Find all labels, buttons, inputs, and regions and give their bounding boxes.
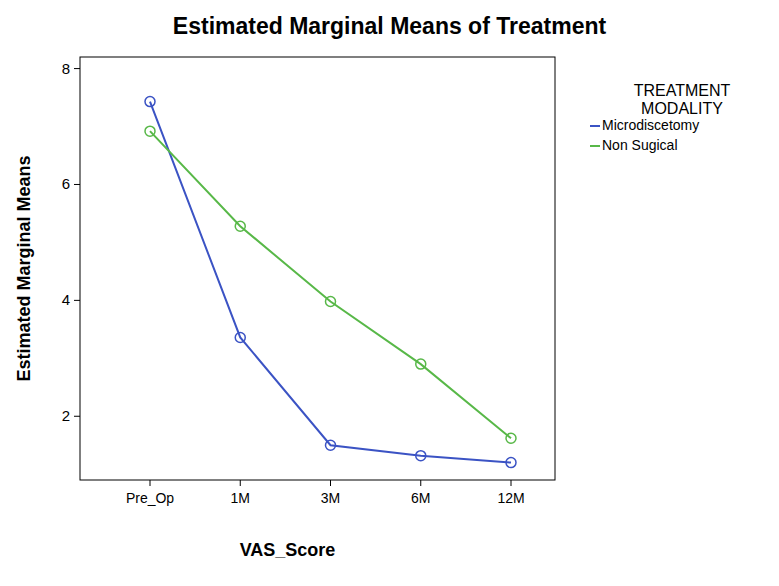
- legend-swatch: [590, 125, 600, 127]
- x-tick: [511, 480, 512, 486]
- x-tick-label: 3M: [321, 490, 340, 506]
- title: Estimated Marginal Means of Treatment: [173, 13, 607, 39]
- y-tick: [74, 68, 80, 69]
- x-tick: [150, 480, 151, 486]
- legend-label: Non Sugical: [602, 137, 678, 153]
- x-axis-label: VAS_Score: [240, 540, 336, 560]
- marker: [326, 440, 336, 450]
- y-axis-label: Estimated Marginal Means: [14, 155, 34, 381]
- x-tick-label: 12M: [497, 490, 524, 506]
- marker: [326, 297, 336, 307]
- y-tick-label: 6: [62, 175, 70, 192]
- marker: [145, 97, 155, 107]
- legend-title-line: TREATMENT: [634, 82, 731, 99]
- y-tick-label: 2: [62, 407, 70, 424]
- y-tick: [74, 300, 80, 301]
- marker: [506, 433, 516, 443]
- marker: [145, 126, 155, 136]
- legend-swatch: [590, 145, 600, 147]
- x-tick-label: 6M: [411, 490, 430, 506]
- x-tick: [330, 480, 331, 486]
- marker: [235, 332, 245, 342]
- data-group: [145, 97, 516, 468]
- x-tick-label: 1M: [231, 490, 250, 506]
- legend-title-line: MODALITY: [641, 100, 723, 117]
- legend-label: Microdiscetomy: [602, 117, 699, 133]
- x-tick: [420, 480, 421, 486]
- background: [0, 0, 779, 586]
- marker: [416, 359, 426, 369]
- y-tick: [74, 184, 80, 185]
- x-tick-label: Pre_Op: [126, 490, 174, 506]
- y-tick-label: 4: [62, 291, 70, 308]
- series-line: [150, 102, 511, 463]
- x-tick: [240, 480, 241, 486]
- marker: [506, 458, 516, 468]
- series-line: [150, 131, 511, 438]
- marker: [416, 451, 426, 461]
- y-tick-label: 8: [62, 60, 70, 77]
- chart: Estimated Marginal Means of Treatment 2 4 6…: [0, 0, 779, 586]
- plot-frame: [80, 57, 555, 480]
- legend-title: TREATMENTMODALITY: [634, 82, 731, 117]
- marker: [235, 221, 245, 231]
- y-tick: [74, 416, 80, 417]
